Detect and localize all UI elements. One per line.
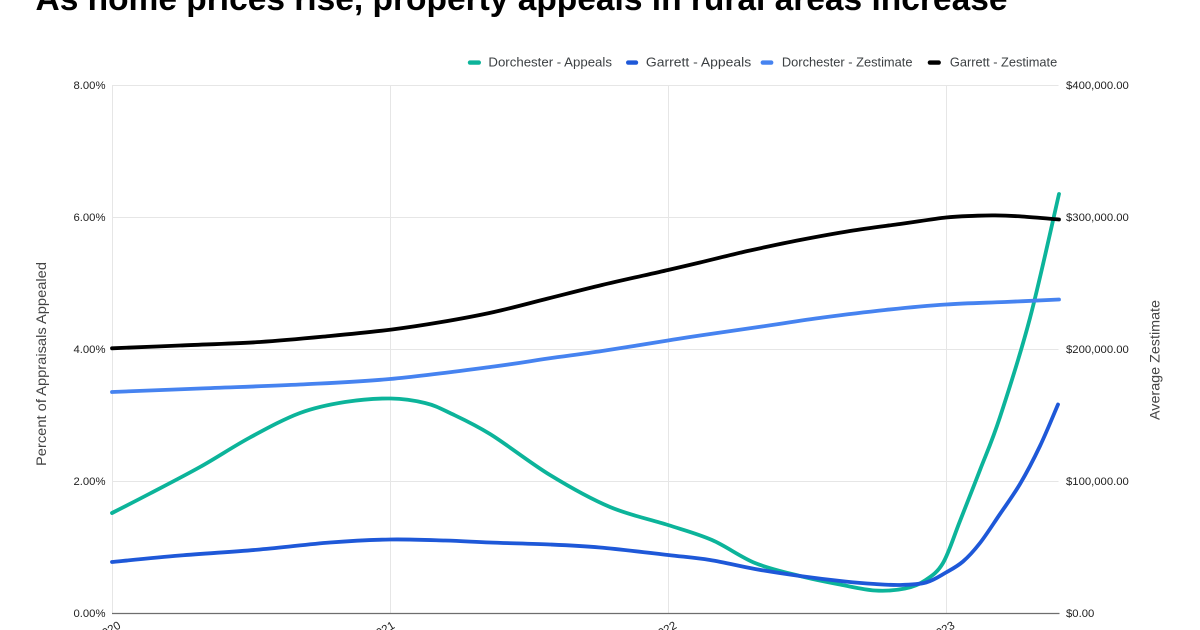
svg-text:As home prices rise, property: As home prices rise, property appeals in… xyxy=(36,0,1008,18)
svg-text:2021: 2021 xyxy=(369,620,397,630)
svg-text:8.00%: 8.00% xyxy=(73,80,105,92)
svg-text:Garrett - Appeals: Garrett - Appeals xyxy=(646,54,752,69)
svg-text:$100,000.00: $100,000.00 xyxy=(1066,476,1129,488)
svg-text:Dorchester - Appeals: Dorchester - Appeals xyxy=(488,54,612,69)
svg-text:$0.00: $0.00 xyxy=(1066,608,1094,620)
svg-text:6.00%: 6.00% xyxy=(73,212,105,224)
svg-text:0.00%: 0.00% xyxy=(73,608,105,620)
svg-text:Dorchester - Zestimate: Dorchester - Zestimate xyxy=(782,54,913,69)
svg-text:2020: 2020 xyxy=(95,620,123,630)
svg-text:Garrett - Zestimate: Garrett - Zestimate xyxy=(950,54,1057,69)
svg-text:$200,000.00: $200,000.00 xyxy=(1066,344,1129,356)
svg-text:2022: 2022 xyxy=(651,620,679,630)
svg-text:Percent of Appraisals Appealed: Percent of Appraisals Appealed xyxy=(34,262,49,466)
svg-text:$300,000.00: $300,000.00 xyxy=(1066,212,1129,224)
svg-text:Average Zestimate: Average Zestimate xyxy=(1148,300,1163,420)
svg-text:2.00%: 2.00% xyxy=(73,476,105,488)
svg-text:4.00%: 4.00% xyxy=(73,344,105,356)
svg-text:2023: 2023 xyxy=(929,620,957,630)
svg-text:$400,000.00: $400,000.00 xyxy=(1066,80,1129,92)
